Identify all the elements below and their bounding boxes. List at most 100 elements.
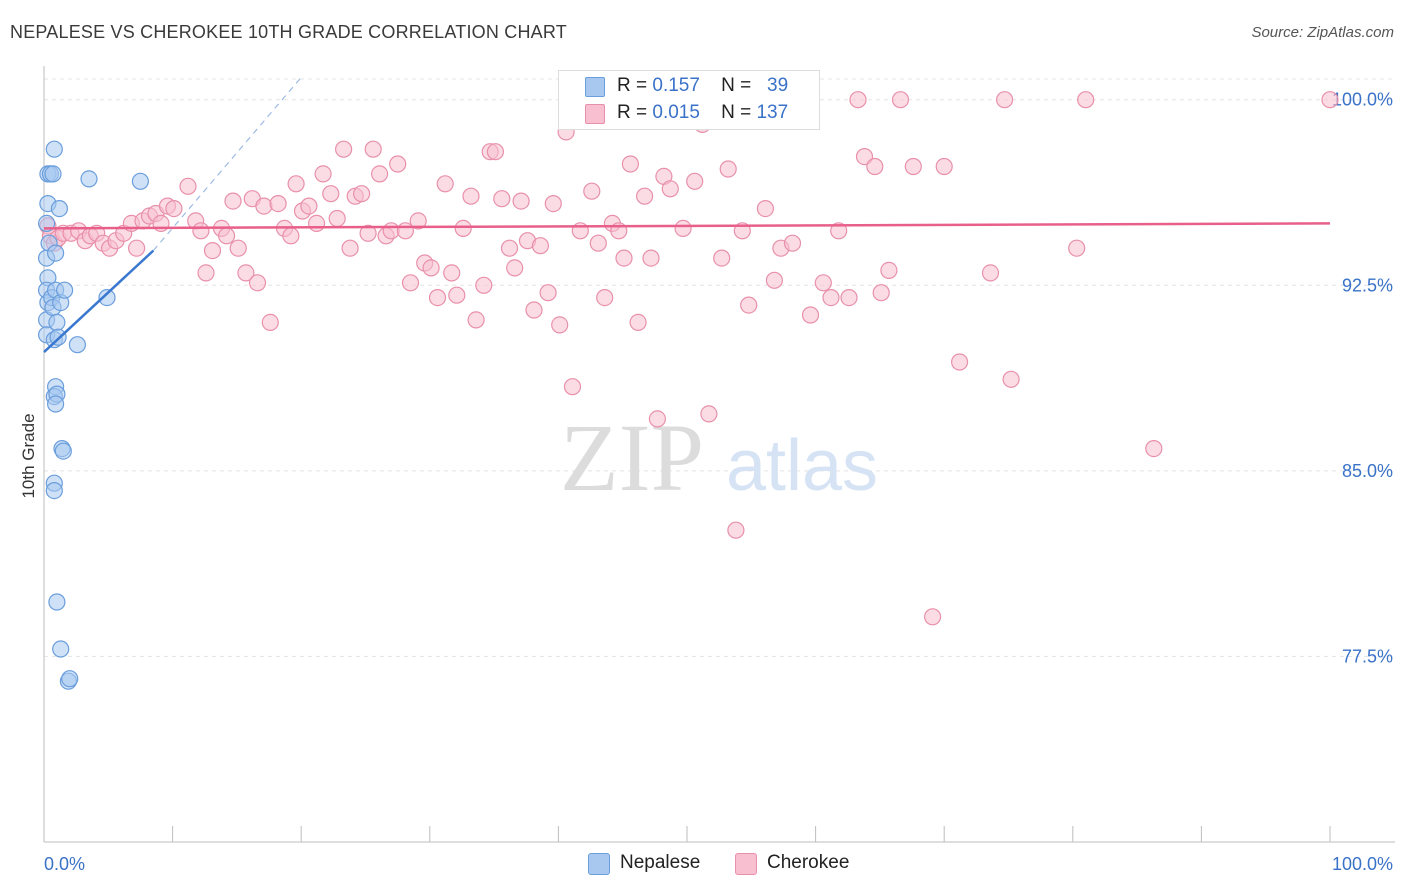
r-value: 0.157	[652, 75, 700, 96]
cherokee-point	[248, 274, 267, 292]
cherokee-point	[855, 148, 874, 166]
cherokee-point	[849, 91, 867, 109]
cherokee-point	[674, 219, 692, 237]
cherokee-point	[224, 192, 242, 210]
cherokee-point	[840, 289, 858, 307]
cherokee-point	[740, 296, 758, 314]
cherokee-point	[904, 157, 922, 176]
nepalese-point	[52, 640, 70, 658]
cherokee-point	[981, 264, 1000, 282]
cherokee-point	[353, 185, 371, 203]
n-value: 39	[767, 75, 789, 96]
cherokee-point	[923, 608, 942, 626]
nepalese-point	[80, 170, 98, 188]
nepalese-point	[68, 336, 87, 354]
cherokee-point	[300, 197, 318, 215]
cherokee-point	[583, 182, 601, 200]
cherokee-legend-swatch	[735, 853, 757, 875]
cherokee-point	[261, 313, 279, 331]
cherokee-point	[1077, 91, 1095, 109]
cherokee-point	[891, 91, 910, 109]
cherokee-point	[500, 239, 519, 257]
cherokee-point	[551, 316, 569, 334]
cherokee-point	[401, 274, 420, 292]
cherokee-point	[255, 197, 273, 215]
r-label: R =	[617, 102, 648, 123]
cherokee-point	[237, 264, 255, 282]
y-tick-label: 77.5%	[1342, 646, 1393, 666]
cherokee-point	[615, 249, 633, 267]
y-tick-label: 92.5%	[1342, 275, 1393, 295]
nepalese-point	[131, 172, 149, 190]
cherokee-point	[269, 195, 287, 213]
cherokee-point	[475, 276, 493, 294]
cherokee-point	[686, 172, 704, 190]
cherokee-point	[814, 274, 832, 292]
nepalese-point	[44, 165, 62, 183]
nepalese-point	[55, 281, 74, 299]
correlation-legend: R = 0.157 N = 39 R = 0.015 N = 137	[558, 70, 820, 130]
cherokee-point	[203, 242, 222, 260]
cherokee-point	[467, 311, 485, 329]
cherokee-point	[512, 192, 530, 210]
axis-layer	[43, 66, 1395, 843]
cherokee-trend-line	[43, 222, 1331, 230]
n-value: 137	[756, 102, 789, 123]
cherokee-point	[371, 165, 389, 183]
cherokee-point	[589, 234, 607, 252]
cherokee-point	[756, 200, 775, 218]
cherokee-legend-label: Cherokee	[767, 852, 850, 873]
cherokee-point	[635, 187, 654, 205]
nepalese-point	[54, 442, 72, 460]
nepalese-point	[46, 244, 65, 262]
cherokee-point	[506, 259, 524, 277]
cherokee-point	[436, 175, 454, 193]
cherokee-point	[308, 214, 326, 232]
cherokee-point	[179, 177, 197, 195]
cherokee-point	[165, 200, 183, 218]
cherokee-point	[727, 521, 745, 539]
cherokee-point	[328, 209, 346, 228]
nepalese-point	[98, 289, 116, 307]
nepalese-legend-swatch	[588, 853, 610, 875]
cherokee-point	[341, 239, 359, 257]
y-axis-label: 10th Grade	[19, 413, 38, 498]
cherokee-point	[544, 195, 562, 213]
y-tick-label: 85.0%	[1342, 461, 1393, 481]
cherokee-point	[822, 289, 840, 307]
cherokee-point	[563, 378, 582, 396]
cherokee-point	[359, 224, 377, 242]
nepalese-legend-label: Nepalese	[620, 852, 701, 873]
cherokee-point	[765, 271, 784, 289]
nepalese-point	[50, 200, 69, 218]
cherokee-point	[493, 190, 511, 208]
n-label: N =	[721, 102, 752, 123]
cherokee-point	[454, 219, 472, 237]
r-value: 0.015	[652, 102, 700, 123]
grid-layer: 100.0% 92.5% 85.0% 77.5%	[44, 78, 1395, 666]
watermark-zip: ZIP	[560, 404, 704, 511]
x-tick-label-min: 0.0%	[44, 854, 85, 874]
cherokee-point	[783, 234, 802, 252]
cherokee-point	[880, 261, 898, 279]
trend-layer	[43, 77, 1331, 353]
x-tick-label-max: 100.0%	[1332, 854, 1393, 874]
watermark: ZIP atlas	[560, 404, 878, 511]
cherokee-point	[443, 264, 461, 282]
cherokee-point	[314, 165, 332, 183]
cherokee-point	[719, 160, 737, 178]
cherokee-point	[335, 140, 353, 158]
cherokee-point	[389, 155, 407, 173]
cherokee-point	[229, 239, 247, 257]
cherokee-point	[282, 227, 300, 245]
cherokee-point	[950, 353, 969, 371]
cherokee-point	[1145, 440, 1163, 458]
nepalese-point	[45, 482, 63, 500]
cherokee-point	[539, 284, 557, 302]
nepalese-point	[48, 593, 66, 611]
cherokee-point	[409, 212, 427, 230]
cherokee-point	[525, 301, 543, 319]
cherokee-point	[648, 410, 667, 428]
cherokee-point	[448, 286, 466, 304]
